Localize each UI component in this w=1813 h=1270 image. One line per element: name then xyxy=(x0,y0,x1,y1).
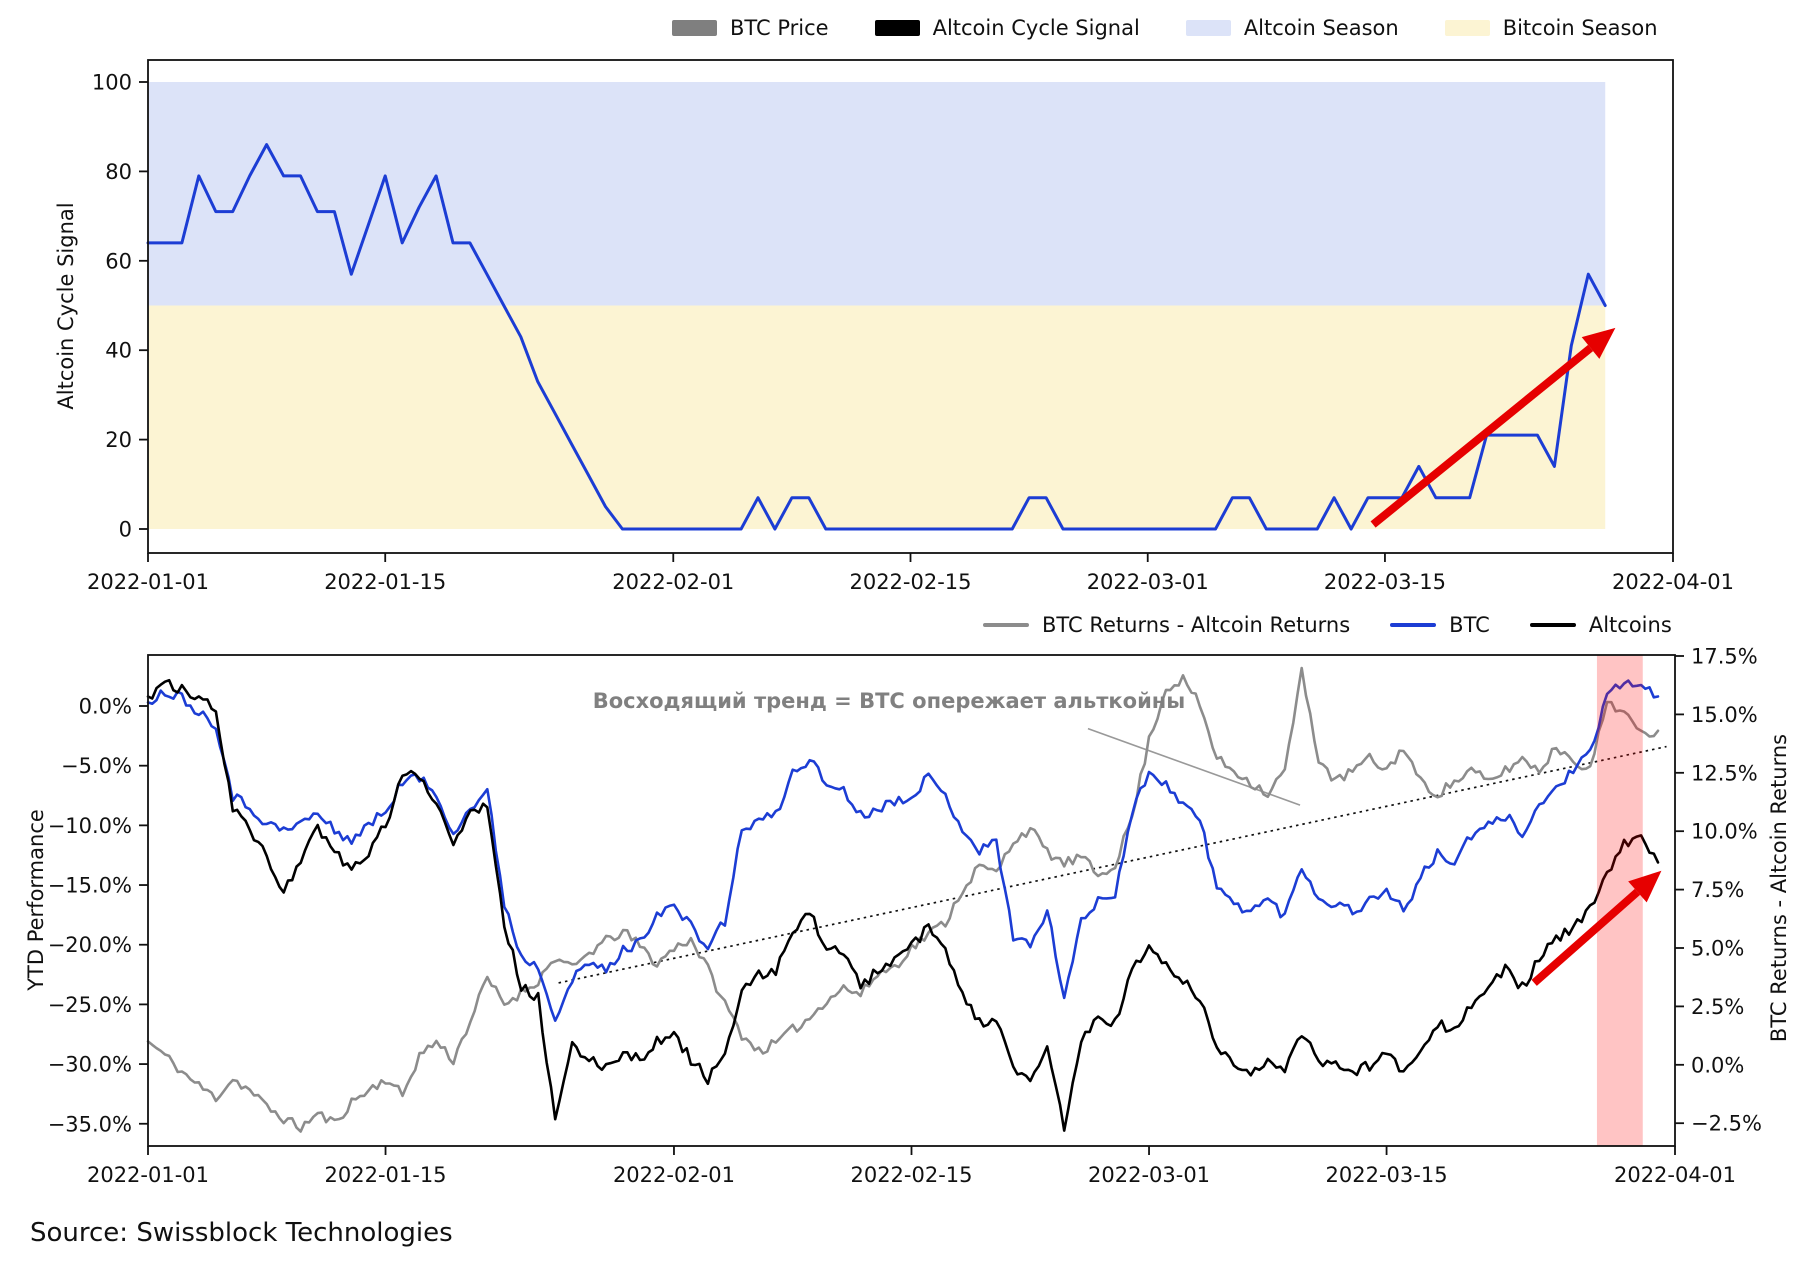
svg-text:−35.0%: −35.0% xyxy=(48,1112,132,1136)
svg-text:2022-01-01: 2022-01-01 xyxy=(87,1163,209,1187)
svg-text:2022-01-15: 2022-01-15 xyxy=(325,1163,447,1187)
legend-item-altcoins: Altcoins xyxy=(1529,613,1672,637)
svg-text:15.0%: 15.0% xyxy=(1691,703,1758,727)
svg-text:−5.0%: −5.0% xyxy=(61,754,132,778)
svg-text:−30.0%: −30.0% xyxy=(48,1053,132,1077)
top-trend-arrow xyxy=(1370,327,1616,528)
svg-text:2022-04-01: 2022-04-01 xyxy=(1612,570,1734,594)
legend-item-btc: BTC xyxy=(1390,613,1490,637)
svg-text:60: 60 xyxy=(105,249,132,273)
altcoin-season-band xyxy=(148,82,1606,306)
top-legend: BTC Price Altcoin Cycle Signal Altcoin S… xyxy=(672,16,1658,40)
legend-item-btc-returns-spread: BTC Returns - Altcoin Returns xyxy=(983,613,1350,637)
svg-text:2022-02-15: 2022-02-15 xyxy=(849,570,971,594)
bottom-axes: 0.0% −5.0% −10.0% −15.0% −20.0% −25.0% −30.0% −… xyxy=(48,645,1762,1188)
svg-text:2022-03-15: 2022-03-15 xyxy=(1326,1163,1448,1187)
svg-text:−20.0%: −20.0% xyxy=(48,933,132,957)
svg-text:0.0%: 0.0% xyxy=(79,695,132,719)
svg-text:12.5%: 12.5% xyxy=(1691,761,1758,785)
legend-label: Altcoins xyxy=(1588,613,1672,637)
legend-item-bitcoin-season: Bitcoin Season xyxy=(1444,16,1658,40)
svg-text:100: 100 xyxy=(92,71,132,95)
svg-text:−15.0%: −15.0% xyxy=(48,874,132,898)
btc-line-swatch-icon xyxy=(1390,623,1437,627)
svg-text:0: 0 xyxy=(119,518,132,542)
bitcoin-season-swatch-icon xyxy=(1444,20,1490,36)
highlight-band xyxy=(1596,655,1643,1146)
svg-text:40: 40 xyxy=(105,339,132,363)
svg-text:−25.0%: −25.0% xyxy=(48,993,132,1017)
svg-text:2022-01-15: 2022-01-15 xyxy=(324,570,446,594)
bottom-legend: BTC Returns - Altcoin Returns BTC Altcoi… xyxy=(983,613,1672,637)
svg-text:10.0%: 10.0% xyxy=(1691,820,1758,844)
legend-label: BTC xyxy=(1449,613,1490,637)
legend-label: BTC Price xyxy=(730,16,829,40)
svg-text:2022-02-01: 2022-02-01 xyxy=(613,1163,735,1187)
bottom-ylabel-left: YTD Performance xyxy=(24,809,48,991)
legend-label: BTC Returns - Altcoin Returns xyxy=(1042,613,1351,637)
svg-text:20: 20 xyxy=(105,428,132,452)
svg-text:2022-03-01: 2022-03-01 xyxy=(1087,570,1209,594)
svg-text:2022-02-15: 2022-02-15 xyxy=(850,1163,972,1187)
svg-text:−2.5%: −2.5% xyxy=(1691,1112,1762,1136)
svg-text:2022-03-15: 2022-03-15 xyxy=(1324,570,1446,594)
svg-text:0.0%: 0.0% xyxy=(1691,1053,1744,1077)
svg-text:2022-02-01: 2022-02-01 xyxy=(612,570,734,594)
svg-text:−10.0%: −10.0% xyxy=(48,814,132,838)
svg-text:80: 80 xyxy=(105,160,132,184)
btc-price-swatch-icon xyxy=(672,20,717,36)
svg-text:2.5%: 2.5% xyxy=(1691,995,1744,1019)
legend-label: Altcoin Season xyxy=(1243,16,1399,40)
svg-text:5.0%: 5.0% xyxy=(1691,937,1744,961)
spread-line-swatch-icon xyxy=(983,623,1029,627)
legend-item-altcoin-season: Altcoin Season xyxy=(1185,16,1399,40)
dotted-trendline xyxy=(558,745,1667,984)
altcoin-cycle-signal-line xyxy=(146,143,1607,531)
svg-text:2022-04-01: 2022-04-01 xyxy=(1614,1163,1736,1187)
svg-text:17.5%: 17.5% xyxy=(1691,645,1758,669)
bottom-ylabel-right: BTC Returns - Altcoin Returns xyxy=(1767,733,1791,1043)
spread-line xyxy=(146,666,1660,1133)
altcoin-season-swatch-icon xyxy=(1185,20,1231,36)
svg-text:7.5%: 7.5% xyxy=(1691,878,1744,902)
altcoins-line-swatch-icon xyxy=(1529,623,1576,627)
top-ylabel: Altcoin Cycle Signal xyxy=(54,202,78,410)
altcoin-cycle-signal-swatch-icon xyxy=(874,20,920,36)
legend-label: Bitcoin Season xyxy=(1502,16,1658,40)
bitcoin-season-band xyxy=(148,305,1606,529)
bottom-trend-arrow xyxy=(1531,870,1662,986)
source-note: Source: Swissblock Technologies xyxy=(30,1218,453,1248)
btc-line xyxy=(146,679,1660,1023)
altcoins-line xyxy=(146,678,1660,1132)
legend-label: Altcoin Cycle Signal xyxy=(932,16,1140,40)
svg-text:2022-03-01: 2022-03-01 xyxy=(1088,1163,1210,1187)
annotation-pointer-line xyxy=(1087,727,1301,806)
trend-annotation: Восходящий тренд = BTC опережает альткой… xyxy=(592,689,1186,713)
svg-text:2022-01-01: 2022-01-01 xyxy=(87,570,209,594)
legend-item-btc-price: BTC Price xyxy=(672,16,829,40)
legend-item-altcoin-cycle-signal: Altcoin Cycle Signal xyxy=(874,16,1140,40)
top-axes: 0 20 40 60 80 100 2022-01-01 2022-01-15 2022-02-… xyxy=(87,59,1734,594)
